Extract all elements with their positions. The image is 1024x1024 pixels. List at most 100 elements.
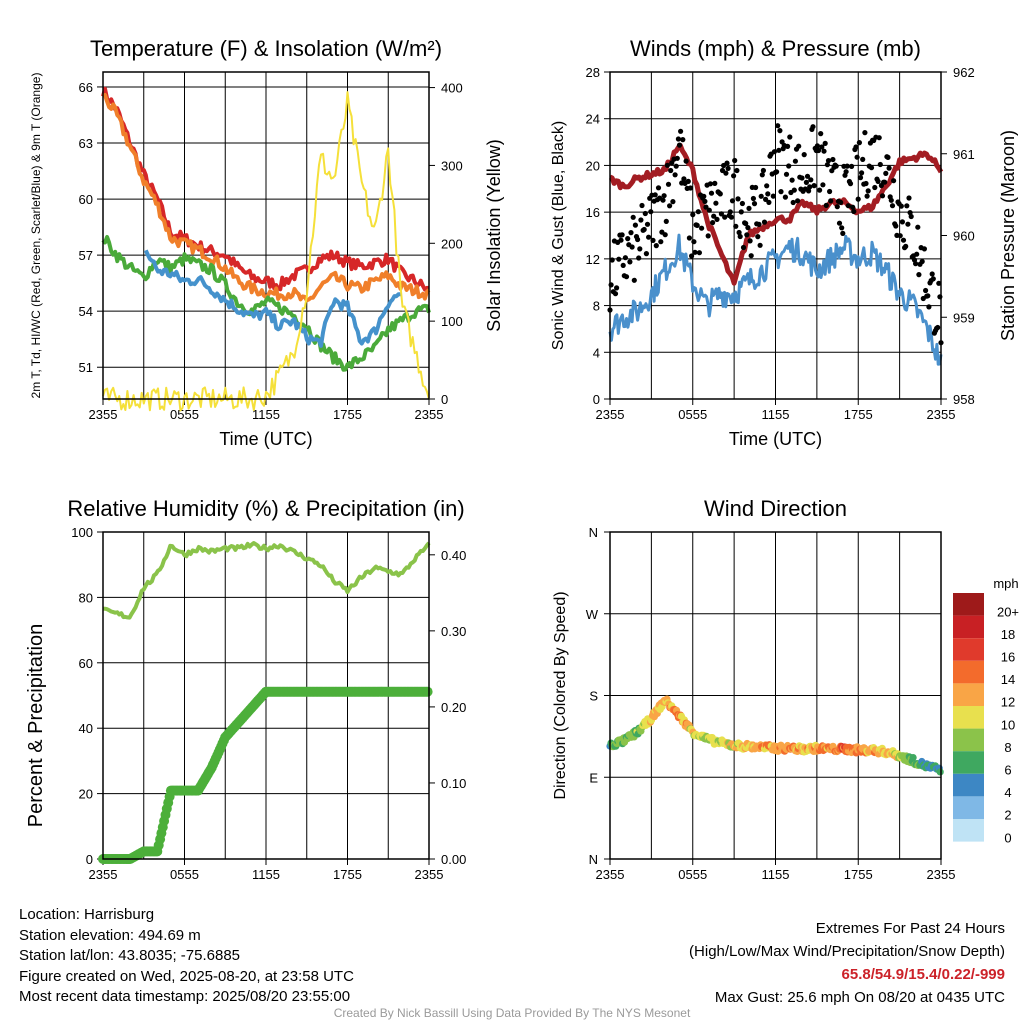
gust-point [646, 234, 652, 240]
extremes-title: Extremes For Past 24 Hours [815, 920, 1005, 937]
gust-point [735, 196, 741, 202]
temp-y2tick-label: 0 [441, 392, 448, 407]
gust-point [897, 233, 903, 239]
gust-point [747, 238, 753, 244]
dir-ytick-label: N [589, 525, 598, 540]
gust-point [631, 277, 637, 283]
gust-point [863, 180, 869, 187]
wind-panel: Winds (mph) & Pressure (mb) 2355 0555 1155 1… [550, 36, 1018, 449]
gust-point [703, 204, 709, 210]
gust-point [620, 262, 626, 268]
colorbar-label: 12 [1001, 695, 1015, 710]
wind-title: Winds (mph) & Pressure (mb) [630, 36, 921, 61]
rh-ytick-label: 80 [79, 590, 93, 605]
gust-point [868, 165, 875, 171]
dir-ytick-label: N [589, 852, 598, 867]
wind-frame [609, 71, 942, 400]
rh-xtick-label: 1755 [333, 867, 362, 882]
colorbar-swatch [953, 819, 984, 842]
gust-point [766, 199, 772, 205]
temp-frame [102, 71, 430, 400]
rh-xtick-label: 2355 [415, 867, 444, 882]
gust-point [756, 221, 762, 227]
gust-point [628, 230, 634, 236]
gust-point [625, 236, 631, 242]
gust-point [713, 200, 719, 206]
max-gust-text: Max Gust: 25.6 mph On 08/20 at 0435 UTC [714, 989, 1005, 1006]
gust-point [859, 170, 865, 176]
extremes-panel: Extremes For Past 24 Hours (High/Low/Max… [689, 917, 1005, 1009]
dir-xtick-label: 1155 [762, 867, 790, 882]
gust-point [883, 170, 889, 176]
gust-point [935, 324, 941, 331]
gust-point [650, 237, 656, 243]
gust-point [857, 175, 864, 181]
rh-ytick-label: 40 [79, 721, 93, 736]
dir-ytick-label: E [589, 770, 598, 785]
colorbar-label: 16 [1001, 650, 1015, 665]
gust-point [845, 203, 851, 209]
gust-point [771, 149, 778, 155]
gust-point [919, 258, 925, 265]
gust-point [824, 162, 831, 168]
gust-point [690, 212, 696, 218]
gust-point [879, 193, 886, 199]
gust-point [834, 204, 840, 210]
rh-ylabel: Percent & Precipitation [25, 624, 47, 827]
temp-ytick-label: 57 [79, 248, 93, 263]
gust-point [743, 220, 749, 227]
gust-point [627, 259, 633, 265]
gust-point [639, 202, 645, 209]
gust-point [777, 128, 783, 134]
gust-point [614, 285, 620, 291]
wind-xlabel: Time (UTC) [729, 429, 822, 449]
wind-xtick-label: 1155 [762, 407, 790, 422]
gust-point [632, 222, 639, 228]
gust-point [847, 181, 854, 187]
dir-ylabel: Direction (Colored By Speed) [552, 591, 569, 799]
gust-point [681, 176, 687, 182]
gust-point [746, 205, 752, 211]
gust-point [811, 183, 817, 189]
gust-point [648, 209, 654, 215]
gust-point [672, 172, 678, 178]
gust-point [916, 272, 922, 278]
gust-point [655, 185, 662, 191]
gust-point [723, 170, 729, 176]
gust-point [765, 191, 771, 197]
temp-ytick-label: 54 [79, 304, 93, 319]
gust-point [923, 287, 929, 294]
gust-point [875, 178, 881, 184]
gust-point [661, 193, 667, 199]
gust-point [663, 218, 669, 224]
dir-xtick-label: 1755 [844, 867, 873, 882]
gust-point [660, 197, 666, 203]
location-text: Location: Harrisburg [19, 906, 155, 923]
gust-point [680, 137, 686, 143]
wind-xtick-label: 0555 [678, 407, 707, 422]
gust-point [728, 214, 735, 220]
temp-ylabel: 2m T, Td, HI/WC (Red, Green, Scarlet/Blu… [29, 73, 43, 399]
rh-xtick-label: 2355 [89, 867, 118, 882]
gust-point [612, 291, 619, 297]
dir-ytick-label: W [586, 607, 599, 622]
latlon-text: Station lat/lon: 43.8035; -75.6885 [19, 947, 241, 964]
gust-point [691, 239, 697, 245]
wind-ytick-label: 20 [586, 158, 600, 173]
gust-point [718, 211, 725, 217]
temp-xtick-label: 1755 [333, 407, 362, 422]
gust-point [744, 232, 750, 238]
gust-point [893, 223, 899, 229]
wind-ytick-label: 0 [593, 392, 600, 407]
gust-point [732, 157, 738, 164]
gust-point [714, 216, 720, 222]
gust-point [739, 200, 746, 207]
gust-point [696, 250, 703, 256]
colorbar-swatch [953, 593, 984, 616]
gust-point [921, 246, 928, 252]
gust-point [814, 143, 821, 149]
gust-point [753, 184, 759, 191]
gust-point [792, 158, 799, 164]
wind-ytick-label: 16 [586, 205, 600, 220]
